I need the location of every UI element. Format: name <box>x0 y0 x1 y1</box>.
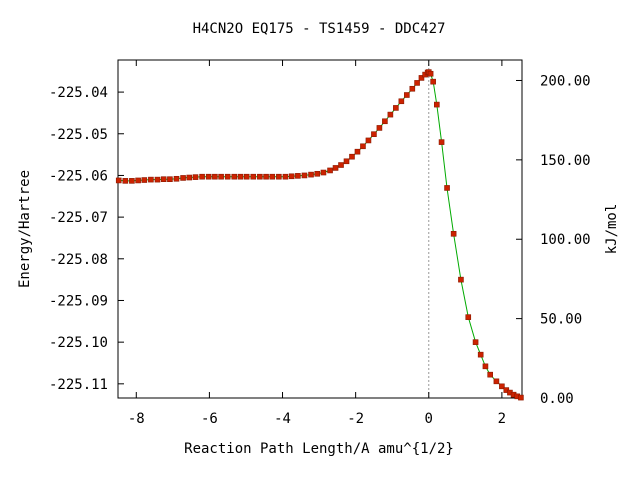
y-tick-label: -225.10 <box>49 335 108 351</box>
data-point <box>167 176 173 182</box>
data-point <box>320 169 327 176</box>
data-point <box>430 78 436 85</box>
data-point <box>141 177 148 183</box>
x-tick-label: -4 <box>274 411 291 427</box>
data-point <box>327 167 333 174</box>
data-point <box>349 153 355 160</box>
data-point <box>482 363 489 370</box>
y2-axis-label: kJ/mol <box>604 204 620 255</box>
data-point <box>257 173 263 180</box>
data-point <box>493 378 500 385</box>
data-point <box>173 175 180 182</box>
data-point <box>371 131 377 137</box>
data-point <box>250 173 257 180</box>
data-point <box>404 92 410 98</box>
data-point <box>231 173 238 180</box>
y-axis-label: Energy/Hartree <box>17 170 33 288</box>
data-point <box>360 143 366 150</box>
chart-title: H4CN2O EQ175 - TS1459 - DDC427 <box>193 21 446 37</box>
data-point <box>414 80 420 86</box>
data-point <box>301 172 308 179</box>
data-point <box>418 75 425 81</box>
data-point <box>382 118 388 125</box>
series-line <box>118 71 522 399</box>
x-tick-label: 2 <box>498 411 506 427</box>
data-point <box>338 162 344 168</box>
data-point <box>122 178 129 184</box>
data-point <box>365 137 372 144</box>
x-tick-label: 0 <box>425 411 433 427</box>
x-tick-label: -8 <box>128 411 145 427</box>
data-point <box>438 139 445 145</box>
y-tick-label: -225.08 <box>49 252 108 268</box>
data-point <box>243 173 250 180</box>
data-point <box>218 173 224 180</box>
data-point <box>276 173 282 180</box>
y2-tick-label: 50.00 <box>540 312 582 328</box>
data-point <box>409 85 416 92</box>
data-point <box>199 173 205 180</box>
y2-tick-label: 150.00 <box>540 153 591 169</box>
data-point <box>427 70 434 77</box>
data-point <box>129 178 135 184</box>
data-point <box>314 170 321 177</box>
y-tick-label: -225.04 <box>49 85 108 101</box>
data-point <box>343 158 350 165</box>
y-tick-label: -225.11 <box>49 377 108 393</box>
data-point <box>487 371 493 378</box>
y-tick-label: -225.06 <box>49 168 108 184</box>
plot-area <box>117 59 523 399</box>
data-point <box>376 125 383 131</box>
y2-tick-label: 0.00 <box>540 391 574 407</box>
x-tick-label: -2 <box>347 411 364 427</box>
energy-series <box>115 69 524 401</box>
data-point <box>282 173 289 180</box>
data-point <box>450 230 457 237</box>
data-point <box>212 173 218 180</box>
data-point <box>186 174 193 181</box>
x-axis-label: Reaction Path Length/A amu^{1/2} <box>184 441 454 457</box>
y2-axis-ticks: 0.00 50.00 100.00 150.00 200.00 <box>516 73 591 407</box>
data-point <box>393 105 399 111</box>
data-point <box>354 148 361 155</box>
data-point <box>398 98 405 105</box>
data-point <box>332 165 339 171</box>
data-point <box>518 394 524 401</box>
data-point <box>205 173 212 180</box>
x-axis-ticks: -8 -6 -4 -2 0 2 <box>128 60 506 427</box>
data-point <box>295 173 301 179</box>
data-point <box>148 176 154 183</box>
data-point <box>192 174 199 180</box>
data-point <box>263 173 269 180</box>
y-tick-label: -225.05 <box>49 127 108 143</box>
data-point <box>288 173 295 180</box>
data-point <box>115 177 122 184</box>
y-axis-ticks: -225.04 -225.05 -225.06 -225.07 -225.08 -225.… <box>49 85 124 393</box>
data-point <box>458 276 464 283</box>
data-point <box>499 383 505 390</box>
data-point <box>477 351 484 358</box>
data-point <box>387 111 394 118</box>
y-tick-label: -225.09 <box>49 293 108 309</box>
data-point <box>224 173 231 180</box>
data-point <box>434 101 440 108</box>
data-point <box>308 171 314 178</box>
y2-tick-label: 100.00 <box>540 232 591 248</box>
data-point <box>237 173 244 180</box>
x-tick-label: -6 <box>201 411 218 427</box>
data-point <box>135 177 141 184</box>
data-point <box>180 175 186 181</box>
data-point <box>472 339 479 345</box>
data-point <box>160 176 167 182</box>
data-point <box>154 176 161 183</box>
data-point <box>444 185 450 191</box>
y-tick-label: -225.07 <box>49 210 108 226</box>
data-point <box>269 173 276 180</box>
data-point <box>465 314 472 320</box>
y2-tick-label: 200.00 <box>540 73 591 89</box>
